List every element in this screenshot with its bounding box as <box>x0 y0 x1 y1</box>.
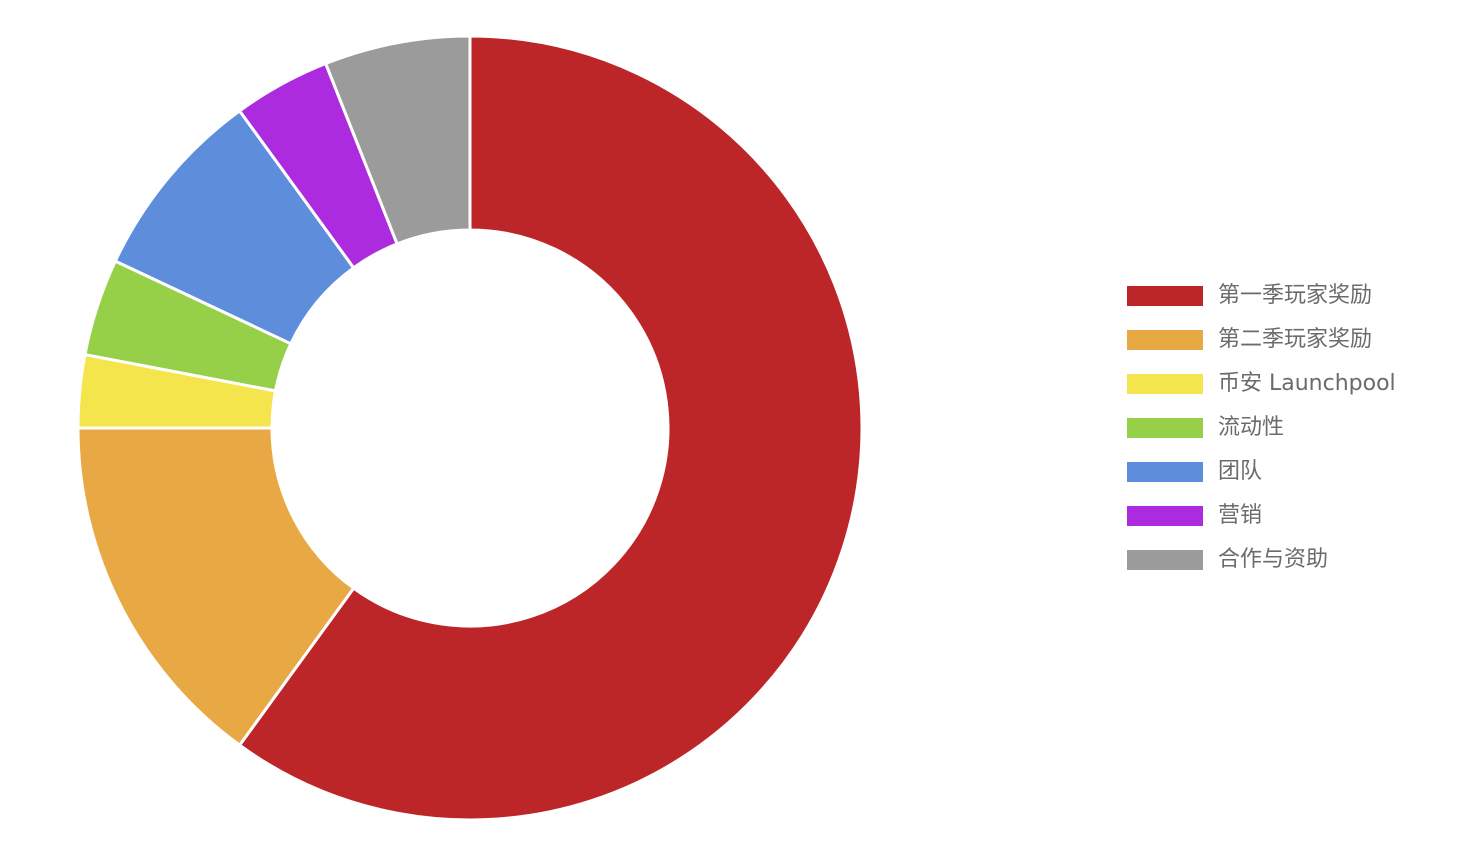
legend-swatch-0 <box>1127 286 1203 306</box>
legend-item-4: 团队 <box>1127 457 1457 501</box>
chart-legend: 第一季玩家奖励 第二季玩家奖励 币安 Launchpool 流动性团队营销合作与资助 <box>1127 281 1457 589</box>
legend-label-1: 第二季玩家奖励 <box>1218 327 1373 352</box>
legend-item-5: 营销 <box>1127 501 1457 545</box>
legend-label-3: 流动性 <box>1218 415 1285 440</box>
legend-label-5: 营销 <box>1218 503 1263 528</box>
legend-swatch-6 <box>1127 550 1203 570</box>
legend-item-1: 第二季玩家奖励 <box>1127 325 1457 369</box>
legend-item-3: 流动性 <box>1127 413 1457 457</box>
legend-swatch-5 <box>1127 506 1203 526</box>
legend-swatch-3 <box>1127 418 1203 438</box>
donut-slice-1 <box>76 426 356 748</box>
donut-slice-0 <box>237 34 864 822</box>
legend-swatch-2 <box>1127 374 1203 394</box>
legend-label-4: 团队 <box>1218 459 1263 484</box>
legend-item-6: 合作与资助 <box>1127 545 1457 589</box>
legend-item-0: 第一季玩家奖励 <box>1127 281 1457 325</box>
donut-slices <box>76 34 864 822</box>
legend-label-0: 第一季玩家奖励 <box>1218 283 1373 308</box>
legend-swatch-1 <box>1127 330 1203 350</box>
legend-swatch-4 <box>1127 462 1203 482</box>
donut-slice-6 <box>323 34 472 246</box>
legend-item-2: 币安 Launchpool <box>1127 369 1457 413</box>
legend-label-6: 合作与资助 <box>1218 547 1329 572</box>
legend-label-2: 币安 Launchpool <box>1218 371 1396 396</box>
